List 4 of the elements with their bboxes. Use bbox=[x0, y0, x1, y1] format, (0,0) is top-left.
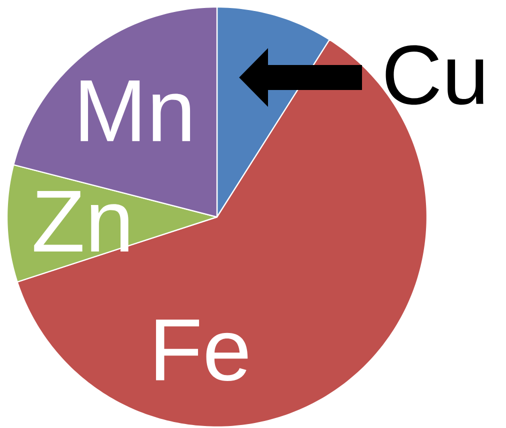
slice-label: Fe bbox=[156, 320, 248, 382]
slice-label: Cu bbox=[386, 45, 484, 105]
slice-label: Mn bbox=[80, 80, 190, 142]
slice-label: Zn bbox=[34, 191, 128, 252]
